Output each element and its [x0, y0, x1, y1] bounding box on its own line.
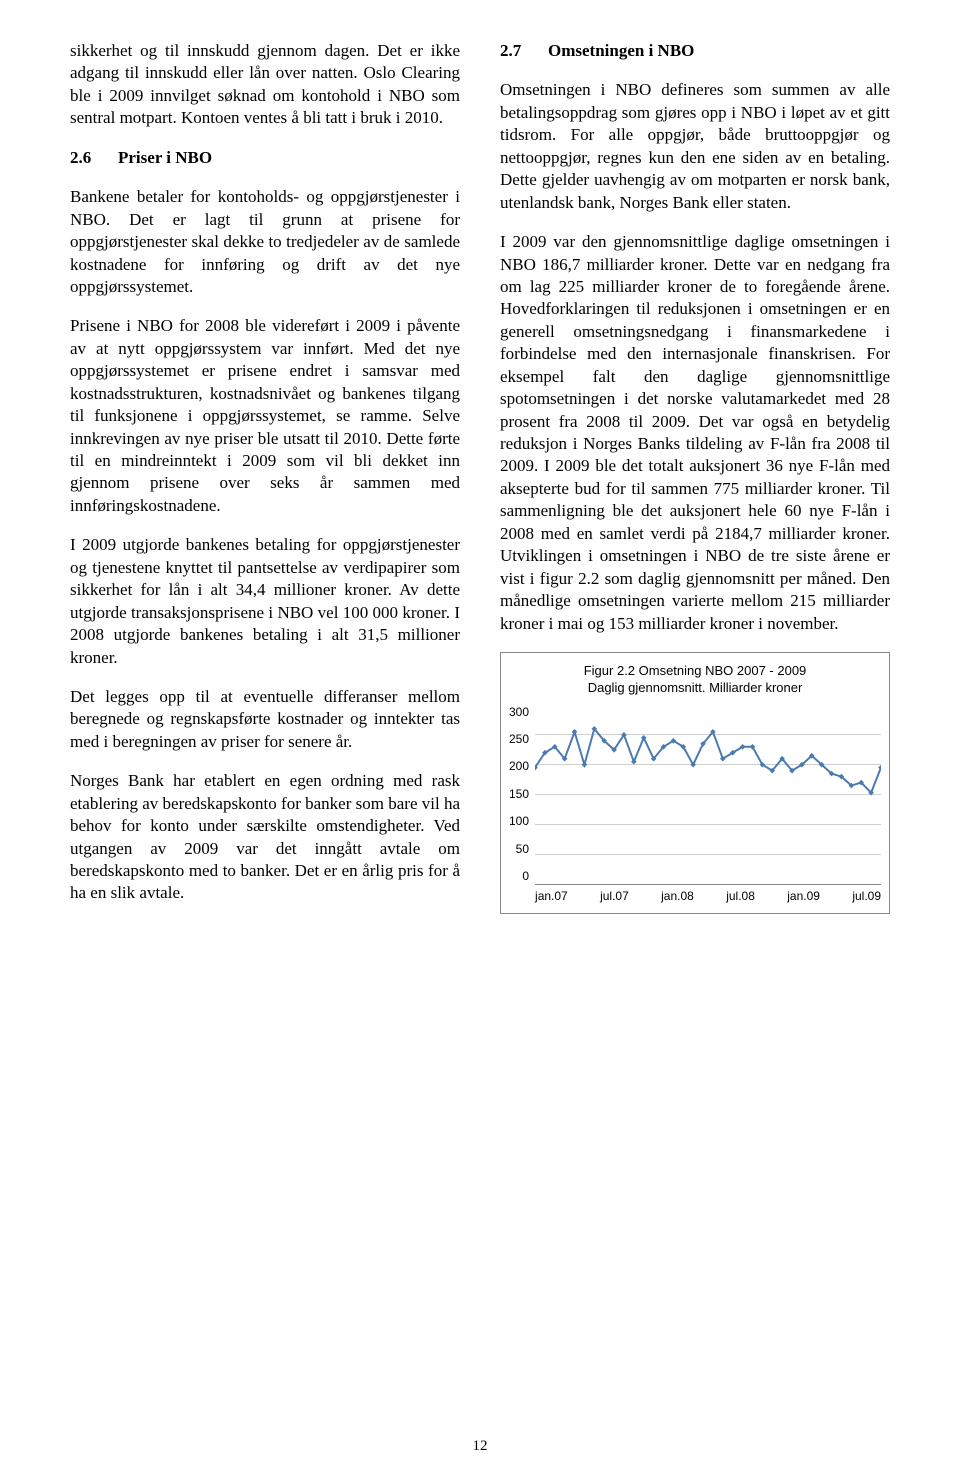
paragraph: I 2009 utgjorde bankenes betaling for op…	[70, 534, 460, 669]
paragraph: Bankene betaler for kontoholds- og oppgj…	[70, 186, 460, 298]
heading-title: Omsetningen i NBO	[548, 40, 694, 62]
paragraph: I 2009 var den gjennomsnittlige daglige …	[500, 231, 890, 635]
chart-x-tick: jul.07	[600, 889, 629, 905]
section-heading-2-7: 2.7 Omsetningen i NBO	[500, 40, 890, 62]
heading-title: Priser i NBO	[118, 147, 212, 169]
paragraph: Prisene i NBO for 2008 ble videreført i …	[70, 315, 460, 517]
chart-y-tick: 300	[509, 705, 529, 721]
left-column: sikkerhet og til innskudd gjennom dagen.…	[70, 40, 460, 922]
chart-figure-2-2: Figur 2.2 Omsetning NBO 2007 - 2009 Dagl…	[500, 652, 890, 914]
chart-x-tick: jan.08	[661, 889, 694, 905]
chart-y-tick: 150	[509, 787, 529, 803]
chart-line	[535, 705, 881, 884]
chart-x-axis: jan.07 jul.07 jan.08 jul.08 jan.09 jul.09	[535, 889, 881, 905]
chart-x-tick: jul.08	[726, 889, 755, 905]
page-number: 12	[0, 1438, 960, 1455]
chart-plot	[535, 705, 881, 885]
chart-title: Figur 2.2 Omsetning NBO 2007 - 2009 Dagl…	[509, 663, 881, 697]
chart-y-axis: 300 250 200 150 100 50 0	[509, 705, 535, 885]
chart-y-tick: 200	[509, 759, 529, 775]
chart-x-tick: jan.07	[535, 889, 568, 905]
chart-y-tick: 0	[522, 869, 529, 885]
heading-number: 2.7	[500, 40, 548, 62]
chart-x-tick: jul.09	[852, 889, 881, 905]
heading-number: 2.6	[70, 147, 118, 169]
right-column: 2.7 Omsetningen i NBO Omsetningen i NBO …	[500, 40, 890, 922]
chart-y-tick: 250	[509, 732, 529, 748]
paragraph: Det legges opp til at eventuelle differa…	[70, 686, 460, 753]
chart-area: 300 250 200 150 100 50 0 jan.07 jul.07 jan.08 jul…	[509, 705, 881, 905]
section-heading-2-6: 2.6 Priser i NBO	[70, 147, 460, 169]
chart-y-tick: 100	[509, 814, 529, 830]
paragraph: Norges Bank har etablert en egen ordning…	[70, 770, 460, 905]
paragraph: Omsetningen i NBO defineres som summen a…	[500, 79, 890, 214]
chart-y-tick: 50	[516, 842, 529, 858]
paragraph: sikkerhet og til innskudd gjennom dagen.…	[70, 40, 460, 130]
chart-x-tick: jan.09	[787, 889, 820, 905]
